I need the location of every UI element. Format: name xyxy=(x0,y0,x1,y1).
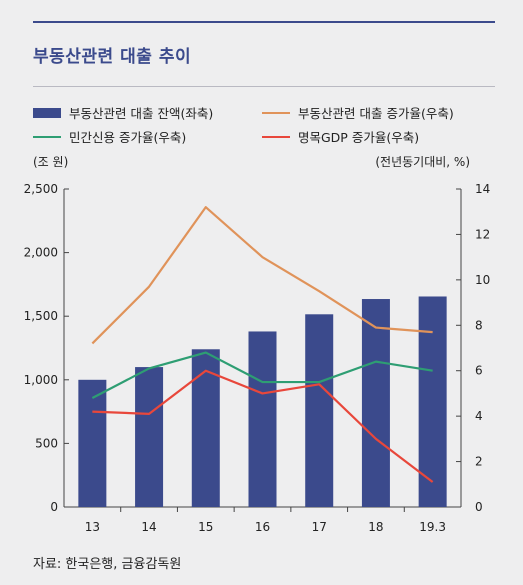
bar-balance xyxy=(135,367,164,507)
x-tick-label: 14 xyxy=(141,520,156,534)
bar-balance xyxy=(191,349,220,507)
right-tick-label: 0 xyxy=(475,500,483,514)
right-tick-label: 6 xyxy=(475,364,483,378)
x-tick-label: 13 xyxy=(85,520,100,534)
x-tick-label: 17 xyxy=(312,520,327,534)
bar-balance xyxy=(78,379,107,507)
bar-balance xyxy=(361,299,390,507)
left-tick-label: 500 xyxy=(35,436,58,450)
line-real-estate-growth xyxy=(91,206,433,345)
line-private-credit-growth xyxy=(91,351,433,399)
right-tick-label: 14 xyxy=(475,182,490,196)
left-tick-label: 1,000 xyxy=(24,373,58,387)
x-tick-label: 18 xyxy=(368,520,383,534)
left-tick-label: 2,500 xyxy=(24,182,58,196)
source-note: 자료: 한국은행, 금융감독원 xyxy=(33,557,182,572)
top-rule xyxy=(33,21,495,23)
legend-label-growth: 부동산관련 대출 증가율(우축) xyxy=(298,106,454,121)
line-nominal-gdp-growth xyxy=(92,369,434,483)
right-axis-unit: (전년동기대비, %) xyxy=(375,155,470,169)
legend-label-balance: 부동산관련 대출 잔액(좌축) xyxy=(69,106,214,121)
legend-swatch-nominal-gdp xyxy=(262,135,290,138)
legend-item-private-credit: 민간신용 증가율(우축) xyxy=(33,127,186,146)
right-tick-label: 4 xyxy=(475,409,483,423)
title-divider xyxy=(33,86,495,87)
right-tick-label: 2 xyxy=(475,455,483,469)
x-tick-label: 16 xyxy=(255,520,270,534)
right-tick-label: 12 xyxy=(475,227,490,241)
legend-item-nominal-gdp: 명목GDP 증가율(우축) xyxy=(262,127,419,146)
bar-balance xyxy=(248,331,277,507)
legend-item-growth: 부동산관련 대출 증가율(우축) xyxy=(262,103,454,122)
right-tick-label: 10 xyxy=(475,273,490,287)
bar-balance xyxy=(305,314,334,507)
left-tick-label: 2,000 xyxy=(24,246,58,260)
left-tick-label: 1,500 xyxy=(24,309,58,323)
legend-swatch-private-credit xyxy=(33,135,61,138)
x-tick-label: 15 xyxy=(198,520,213,534)
legend-swatch-growth xyxy=(262,111,290,114)
legend-swatch-bar xyxy=(33,107,61,118)
legend-label-nominal-gdp: 명목GDP 증가율(우축) xyxy=(298,130,420,145)
left-axis-unit: (조 원) xyxy=(33,155,69,169)
legend-label-private-credit: 민간신용 증가율(우축) xyxy=(69,130,187,145)
right-tick-label: 8 xyxy=(475,318,483,332)
chart-title: 부동산관련 대출 추이 xyxy=(33,47,192,67)
legend-item-balance: 부동산관련 대출 잔액(좌축) xyxy=(33,103,213,122)
left-tick-label: 0 xyxy=(50,500,58,514)
x-tick-label: 19.3 xyxy=(419,520,446,534)
